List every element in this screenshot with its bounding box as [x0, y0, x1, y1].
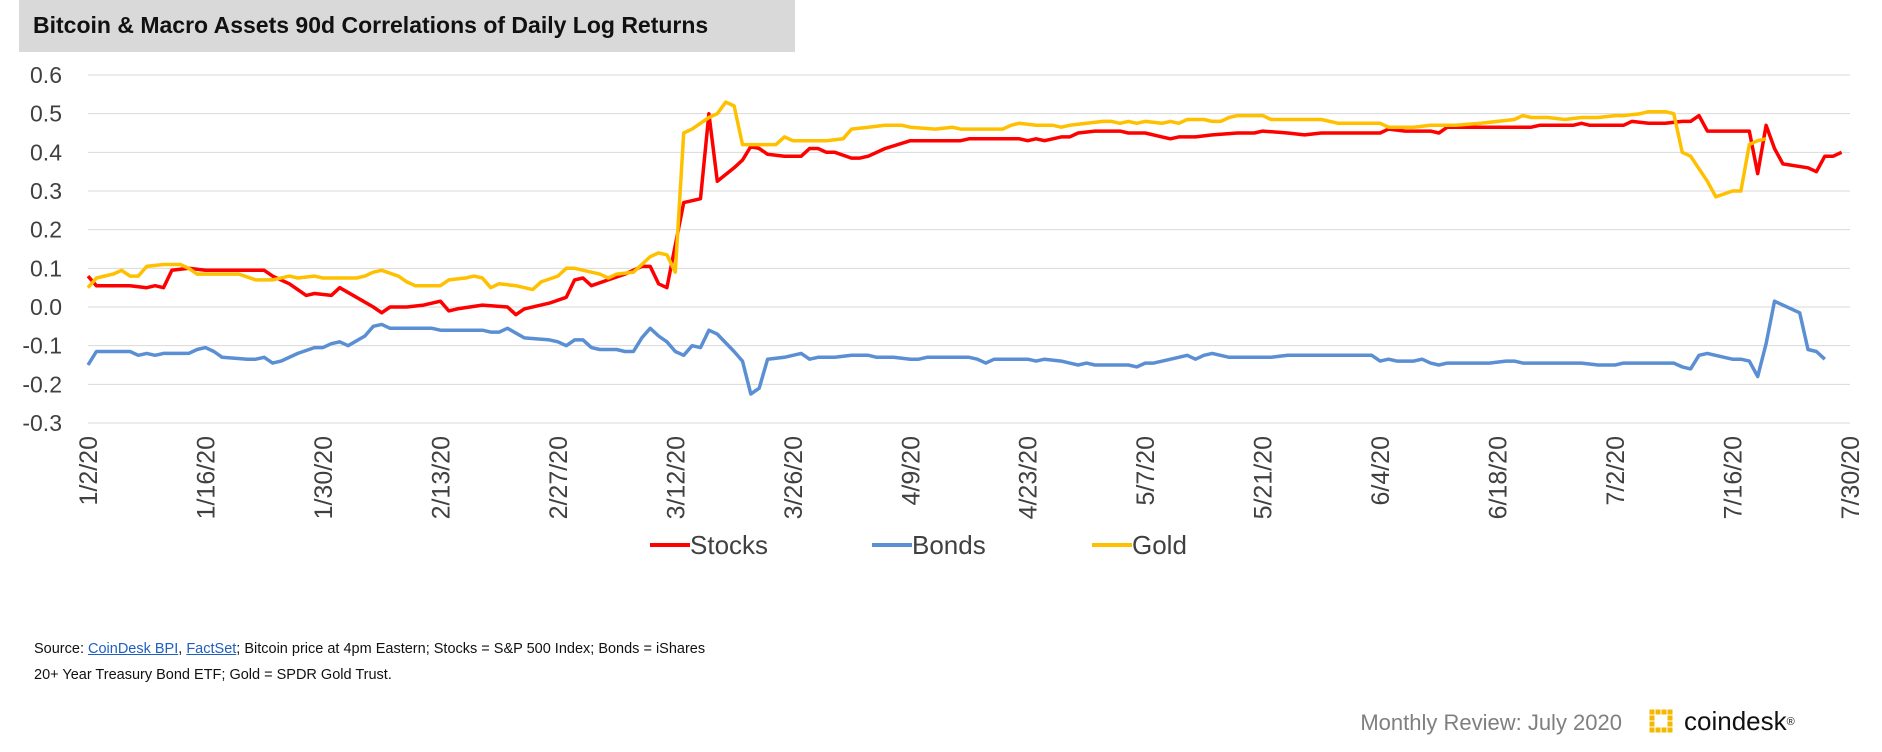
logo-dot	[1649, 709, 1655, 714]
y-tick-label: 0.3	[30, 178, 62, 204]
source-text-2: 20+ Year Treasury Bond ETF; Gold = SPDR …	[34, 667, 392, 683]
factset-link[interactable]: FactSet	[186, 641, 237, 657]
gridlines	[88, 74, 1850, 424]
series-line-stocks	[86, 111, 1843, 317]
source-text-1: ; Bitcoin price at 4pm Eastern; Stocks =…	[236, 641, 706, 657]
x-tick-label: 5/7/20	[1132, 436, 1160, 506]
logo-dot	[1655, 727, 1661, 732]
logo-dot	[1649, 727, 1655, 732]
logo-dot	[1649, 721, 1655, 726]
x-tick-label: 2/27/20	[545, 436, 573, 519]
x-tick-label: 1/30/20	[310, 436, 338, 519]
logo-dot	[1667, 715, 1673, 720]
x-tick-label: 1/16/20	[192, 436, 220, 519]
y-tick-label: -0.3	[22, 410, 62, 436]
y-tick-label: 0.1	[30, 255, 62, 281]
y-tick-label: 0.5	[30, 101, 62, 127]
source-sep: ,	[178, 641, 187, 657]
trademark-symbol: ®	[1786, 715, 1795, 728]
legend-label-bonds: Bonds	[912, 530, 986, 560]
y-tick-label: -0.1	[22, 333, 62, 359]
chart-title: Bitcoin & Macro Assets 90d Correlations …	[33, 12, 709, 38]
logo-dot	[1667, 709, 1673, 714]
series-line-gold	[86, 100, 1767, 292]
logo-dot	[1655, 709, 1661, 714]
x-tick-label: 1/2/20	[75, 436, 103, 506]
title-box: Bitcoin & Macro Assets 90d Correlations …	[19, 0, 795, 52]
x-tick-label: 4/23/20	[1015, 436, 1043, 519]
legend: Stocks Bonds Gold	[650, 530, 1187, 560]
y-axis-ticks: 0.6 0.5 0.4 0.3 0.2 0.1 0.0 -0.1 -0.2 -0.3	[22, 62, 62, 436]
logo-dot	[1667, 727, 1673, 732]
coindesk-wordmark: coindesk	[1684, 706, 1787, 736]
x-tick-label: 3/12/20	[662, 436, 690, 519]
correlation-chart: 0.6 0.5 0.4 0.3 0.2 0.1 0.0 -0.1 -0.2 -0.3 1/2/20…	[22, 62, 1865, 560]
y-tick-label: 0.2	[30, 217, 62, 243]
x-axis-ticks: 1/2/20 1/16/20 1/30/20 2/13/20 2/27/20 3/12/2…	[75, 436, 1865, 519]
x-tick-label: 3/26/20	[780, 436, 808, 519]
legend-label-stocks: Stocks	[690, 530, 768, 560]
series-lines	[86, 100, 1843, 396]
source-note: Source: CoinDesk BPI, FactSet; Bitcoin p…	[34, 636, 794, 688]
coindesk-bpi-link[interactable]: CoinDesk BPI	[88, 641, 179, 657]
x-tick-label: 7/16/20	[1720, 436, 1748, 519]
x-tick-label: 5/21/20	[1250, 436, 1278, 519]
monthly-review-label: Monthly Review: July 2020	[1360, 710, 1622, 735]
coindesk-logo-icon	[1649, 709, 1673, 732]
y-tick-label: 0.4	[30, 139, 62, 165]
legend-label-gold: Gold	[1132, 530, 1187, 560]
x-tick-label: 4/9/20	[897, 436, 925, 506]
series-line-bonds	[86, 299, 1826, 396]
y-tick-label: 0.6	[30, 62, 62, 88]
y-tick-label: -0.2	[22, 371, 62, 397]
logo-dot	[1667, 721, 1673, 726]
coindesk-brand: coindesk ®	[1648, 706, 1795, 737]
logo-dot	[1661, 727, 1667, 732]
x-tick-label: 7/2/20	[1602, 436, 1630, 506]
x-tick-label: 2/13/20	[427, 436, 455, 519]
x-tick-label: 7/30/20	[1837, 436, 1865, 519]
x-tick-label: 6/18/20	[1485, 436, 1513, 519]
logo-dot	[1649, 715, 1655, 720]
x-tick-label: 6/4/20	[1367, 436, 1395, 506]
y-tick-label: 0.0	[30, 294, 62, 320]
source-prefix: Source:	[34, 641, 88, 657]
logo-dot	[1661, 709, 1667, 714]
